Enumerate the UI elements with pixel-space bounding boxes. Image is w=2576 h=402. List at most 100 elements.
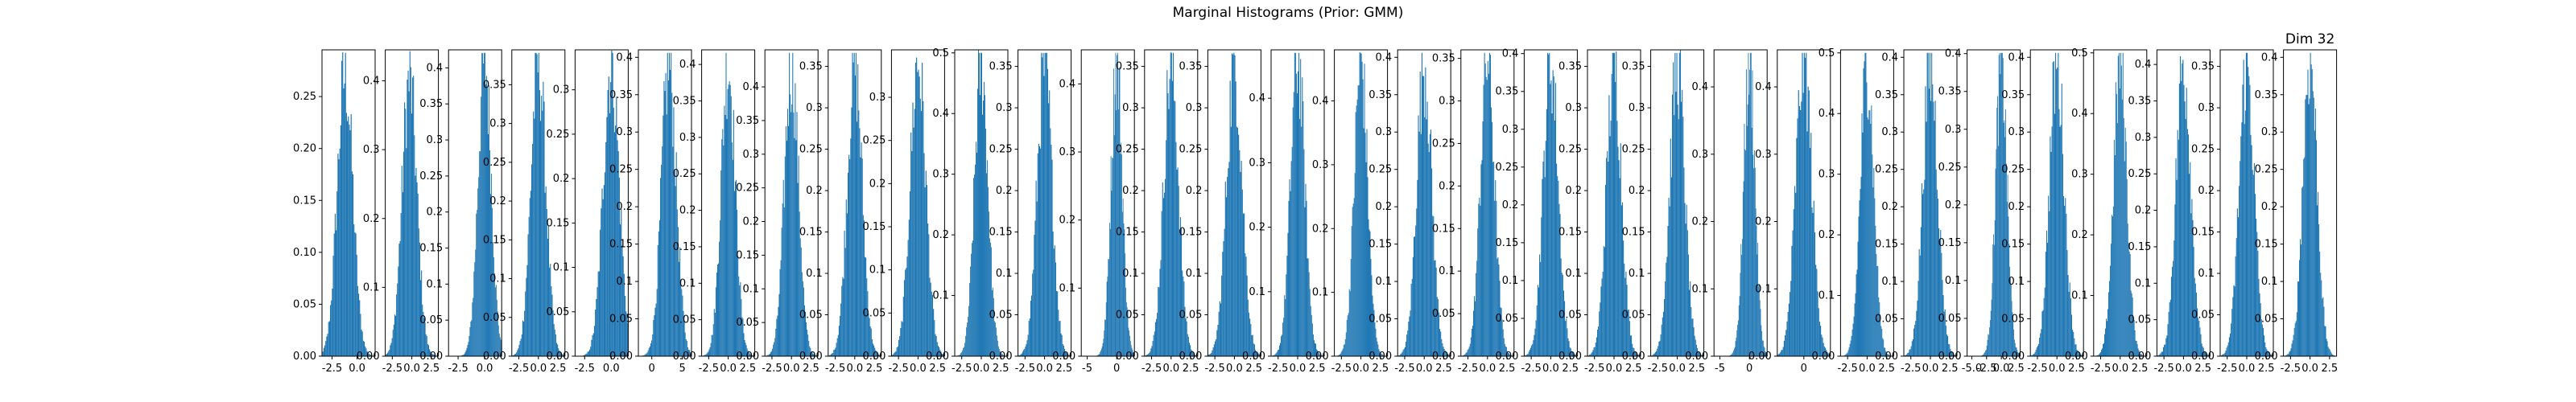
histogram-bar [1653, 354, 1654, 356]
histogram-bar [2129, 253, 2131, 356]
histogram-bar [602, 199, 604, 356]
histogram-bar [466, 347, 468, 356]
histogram-bar [1982, 355, 1984, 356]
y-tick-label: 0.2 [1818, 229, 1835, 241]
y-tick-label: 0.1 [2261, 276, 2278, 288]
histogram-bar [394, 315, 397, 356]
histogram-bar [461, 355, 463, 356]
histogram-panel: 0.000.050.10.150.20.250.30.350.4-2.5 0.0 2… [1875, 49, 1959, 375]
y-tick-label: 0.2 [1122, 185, 1139, 197]
histogram-bar [1464, 354, 1466, 356]
y-tick-label: 0.4 [1818, 108, 1835, 120]
histogram-bar [2222, 355, 2223, 356]
histogram-bar [611, 50, 613, 356]
histogram-bar [485, 84, 487, 356]
y-tick-label: 0.1 [1059, 282, 1076, 294]
histogram-bar [1230, 126, 1232, 356]
histogram-bar [1003, 355, 1005, 356]
histogram-bar [1795, 192, 1797, 356]
histogram-bar [1847, 352, 1848, 356]
histogram-bar [782, 179, 784, 356]
histogram-bar [1031, 295, 1033, 356]
histogram-bar [1105, 302, 1107, 356]
histogram-bar [1049, 90, 1051, 356]
histogram-panel: 0.000.050.10.150.20.250.30.350.4-5.0-2.5… [1938, 48, 2025, 375]
histogram-bar [2184, 101, 2186, 356]
y-tick-label: 0.15 [1432, 223, 1455, 235]
histogram-bar [2326, 341, 2328, 356]
histogram-bar [1869, 110, 1871, 356]
histogram-bar [2169, 302, 2170, 356]
histogram-bar [1255, 350, 1257, 356]
histogram-bar [2244, 124, 2245, 356]
histogram-bar [1170, 52, 1172, 356]
x-tick-label: 0.0 [1669, 363, 1686, 375]
histogram-bar [2042, 310, 2044, 356]
histogram-bar [1191, 350, 1193, 356]
y-tick-label: 0.1 [363, 281, 380, 293]
histogram-bar [2199, 327, 2201, 356]
histogram-bar [680, 279, 682, 356]
histogram-bar [2164, 344, 2165, 356]
histogram-bar [813, 354, 815, 356]
histogram-bar [2014, 343, 2016, 356]
histogram-bar [1479, 197, 1480, 356]
histogram-bar [997, 340, 998, 356]
histogram-bar [2295, 321, 2297, 356]
histogram-bar [1357, 85, 1359, 356]
y-tick-label: 0.3 [2135, 132, 2152, 144]
histogram-bar [1926, 52, 1928, 356]
histogram-bar [749, 354, 751, 356]
y-tick-label: 0.4 [1692, 81, 1709, 93]
y-tick-label: 0.15 [609, 239, 633, 251]
histogram-bar [746, 348, 748, 356]
histogram-bar [2128, 242, 2129, 356]
histogram-bar [751, 355, 753, 356]
x-tick-label: 0.0 [1162, 363, 1179, 375]
y-tick-label: 0.00 [293, 351, 316, 363]
x-tick-label: -2.5 [2217, 363, 2237, 375]
histogram-bar [489, 150, 490, 356]
histogram-bar [1050, 128, 1051, 356]
histogram-panel: 0.000.050.10.150.20.250.30.350.4-2.5 0.0 2… [736, 49, 819, 375]
histogram-bar [1257, 353, 1259, 356]
y-tick-label: 0.4 [743, 81, 760, 93]
histogram-bar [1002, 355, 1004, 356]
histogram-bar [1984, 352, 1986, 356]
histogram-bar [1068, 355, 1070, 356]
histogram-bar [1404, 347, 1406, 356]
histogram-bar [2035, 350, 2037, 356]
histogram-bar [1997, 96, 1998, 356]
histogram-bar [419, 242, 420, 356]
histogram-bar [464, 353, 465, 356]
histogram-bar [1670, 138, 1671, 356]
histogram-bar [370, 355, 372, 356]
histogram-bar [801, 272, 803, 356]
histogram-bar [2241, 122, 2243, 356]
histogram-panel: 0.000.050.10.150.20.250.30.35-2.5 0.0 2.5 [799, 49, 882, 375]
histogram-bar [1856, 269, 1858, 356]
y-tick-label: 0.15 [1116, 227, 1139, 239]
histogram-bar [1882, 338, 1884, 356]
histogram-bar [473, 271, 475, 356]
y-tick-label: 0.25 [736, 183, 759, 195]
histogram-bar [1225, 197, 1228, 356]
histogram-bar [540, 121, 542, 357]
histogram-bar [721, 139, 723, 356]
histogram-bar [1988, 334, 1990, 356]
histogram-bar [362, 340, 364, 356]
y-tick-label: 0.4 [363, 76, 380, 88]
histogram-bar [406, 148, 407, 356]
histogram-bar [1761, 330, 1763, 356]
y-tick-label: 0.3 [2008, 126, 2025, 138]
histogram-bar [1567, 338, 1569, 356]
histogram-bar [1699, 353, 1701, 356]
y-tick-label: 0.2 [1881, 201, 1898, 213]
histogram-bar [667, 52, 668, 356]
histogram-bar [2187, 134, 2190, 357]
histogram-bar [2249, 84, 2251, 356]
histogram-bar [1993, 244, 1995, 356]
histogram-bar [1468, 348, 1469, 356]
histogram-bar [1469, 343, 1471, 356]
histogram-bar [1288, 200, 1290, 356]
